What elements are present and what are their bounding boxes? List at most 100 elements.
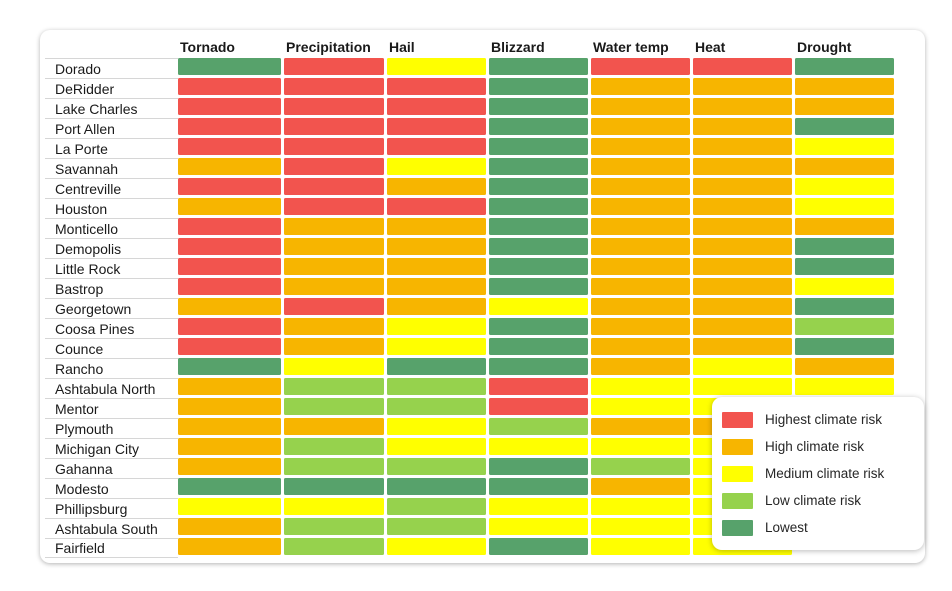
legend-label-lowest: Lowest bbox=[765, 520, 808, 535]
heatmap-cell-savannah-heat bbox=[693, 158, 792, 175]
legend-item-highest: Highest climate risk bbox=[722, 411, 924, 428]
row-label-phillipsburg: Phillipsburg bbox=[45, 498, 178, 518]
heatmap-cell-monticello-tornado bbox=[178, 218, 281, 235]
heatmap-cell-port-allen-blizzard bbox=[489, 118, 588, 135]
heatmap-cell-phillipsburg-blizzard bbox=[489, 498, 588, 515]
heatmap-cell-counce-precipitation bbox=[284, 338, 384, 355]
heatmap-cell-phillipsburg-water-temp bbox=[591, 498, 690, 515]
heatmap-cell-mentor-precipitation bbox=[284, 398, 384, 415]
heatmap-cell-demopolis-tornado bbox=[178, 238, 281, 255]
row-label-fairfield: Fairfield bbox=[45, 538, 178, 558]
heatmap-cell-centreville-precipitation bbox=[284, 178, 384, 195]
heatmap-cell-la-porte-blizzard bbox=[489, 138, 588, 155]
heatmap-cell-bastrop-hail bbox=[387, 278, 486, 295]
heatmap-cell-houston-precipitation bbox=[284, 198, 384, 215]
row-label-demopolis: Demopolis bbox=[45, 238, 178, 258]
heatmap-cell-coosa-pines-heat bbox=[693, 318, 792, 335]
heatmap-cell-la-porte-hail bbox=[387, 138, 486, 155]
heatmap-cell-dorado-tornado bbox=[178, 58, 281, 75]
heatmap-cell-little-rock-precipitation bbox=[284, 258, 384, 275]
heatmap-cell-monticello-heat bbox=[693, 218, 792, 235]
legend-label-highest: Highest climate risk bbox=[765, 412, 883, 427]
heatmap-cell-fairfield-tornado bbox=[178, 538, 281, 555]
heatmap-cell-monticello-precipitation bbox=[284, 218, 384, 235]
heatmap-cell-ashtabula-north-heat bbox=[693, 378, 792, 395]
heatmap-cell-bastrop-precipitation bbox=[284, 278, 384, 295]
heatmap-cell-rancho-blizzard bbox=[489, 358, 588, 375]
column-header-hail: Hail bbox=[389, 39, 415, 55]
heatmap-cell-port-allen-tornado bbox=[178, 118, 281, 135]
legend-item-low: Low climate risk bbox=[722, 492, 924, 509]
heatmap-cell-counce-water-temp bbox=[591, 338, 690, 355]
heatmap-cell-counce-tornado bbox=[178, 338, 281, 355]
heatmap-cell-coosa-pines-blizzard bbox=[489, 318, 588, 335]
heatmap-cell-little-rock-hail bbox=[387, 258, 486, 275]
heatmap-cell-gahanna-blizzard bbox=[489, 458, 588, 475]
heatmap-cell-counce-drought bbox=[795, 338, 894, 355]
heatmap-cell-savannah-drought bbox=[795, 158, 894, 175]
row-label-houston: Houston bbox=[45, 198, 178, 218]
heatmap-cell-bastrop-tornado bbox=[178, 278, 281, 295]
heatmap-cell-coosa-pines-water-temp bbox=[591, 318, 690, 335]
heatmap-cell-fairfield-hail bbox=[387, 538, 486, 555]
heatmap-cell-modesto-tornado bbox=[178, 478, 281, 495]
heatmap-cell-gahanna-water-temp bbox=[591, 458, 690, 475]
heatmap-cell-mentor-hail bbox=[387, 398, 486, 415]
heatmap-cell-dorado-blizzard bbox=[489, 58, 588, 75]
heatmap-cell-bastrop-water-temp bbox=[591, 278, 690, 295]
heatmap-cell-deridder-drought bbox=[795, 78, 894, 95]
heatmap-cell-savannah-water-temp bbox=[591, 158, 690, 175]
row-label-savannah: Savannah bbox=[45, 158, 178, 178]
heatmap-cell-rancho-hail bbox=[387, 358, 486, 375]
row-label-gahanna: Gahanna bbox=[45, 458, 178, 478]
heatmap-cell-lake-charles-heat bbox=[693, 98, 792, 115]
heatmap-cell-deridder-hail bbox=[387, 78, 486, 95]
heatmap-cell-phillipsburg-tornado bbox=[178, 498, 281, 515]
heatmap-cell-ashtabula-north-drought bbox=[795, 378, 894, 395]
heatmap-cell-coosa-pines-drought bbox=[795, 318, 894, 335]
column-header-blizzard: Blizzard bbox=[491, 39, 545, 55]
heatmap-cell-little-rock-blizzard bbox=[489, 258, 588, 275]
legend-item-medium: Medium climate risk bbox=[722, 465, 924, 482]
heatmap-cell-dorado-drought bbox=[795, 58, 894, 75]
legend-swatch-low bbox=[722, 492, 753, 509]
heatmap-cell-rancho-drought bbox=[795, 358, 894, 375]
heatmap-cell-houston-drought bbox=[795, 198, 894, 215]
heatmap-cell-port-allen-hail bbox=[387, 118, 486, 135]
heatmap-cell-demopolis-heat bbox=[693, 238, 792, 255]
heatmap-cell-phillipsburg-precipitation bbox=[284, 498, 384, 515]
heatmap-cell-dorado-water-temp bbox=[591, 58, 690, 75]
heatmap-cell-phillipsburg-hail bbox=[387, 498, 486, 515]
heatmap-cell-gahanna-hail bbox=[387, 458, 486, 475]
heatmap-cell-michigan-city-tornado bbox=[178, 438, 281, 455]
legend: Highest climate risk High climate risk Med… bbox=[712, 397, 924, 550]
heatmap-cell-ashtabula-south-precipitation bbox=[284, 518, 384, 535]
row-label-ashtabula-south: Ashtabula South bbox=[45, 518, 178, 538]
heatmap-cell-fairfield-water-temp bbox=[591, 538, 690, 555]
heatmap-cell-ashtabula-north-water-temp bbox=[591, 378, 690, 395]
row-label-little-rock: Little Rock bbox=[45, 258, 178, 278]
row-label-georgetown: Georgetown bbox=[45, 298, 178, 318]
heatmap-cell-georgetown-drought bbox=[795, 298, 894, 315]
heatmap-cell-demopolis-hail bbox=[387, 238, 486, 255]
heatmap-cell-deridder-tornado bbox=[178, 78, 281, 95]
heatmap-cell-rancho-tornado bbox=[178, 358, 281, 375]
row-label-bastrop: Bastrop bbox=[45, 278, 178, 298]
heatmap-cell-modesto-hail bbox=[387, 478, 486, 495]
heatmap-cell-georgetown-precipitation bbox=[284, 298, 384, 315]
heatmap-cell-ashtabula-north-precipitation bbox=[284, 378, 384, 395]
heatmap-cell-plymouth-tornado bbox=[178, 418, 281, 435]
heatmap-cell-georgetown-tornado bbox=[178, 298, 281, 315]
heatmap-cell-savannah-tornado bbox=[178, 158, 281, 175]
heatmap-cell-centreville-water-temp bbox=[591, 178, 690, 195]
heatmap-cell-deridder-precipitation bbox=[284, 78, 384, 95]
column-header-tornado: Tornado bbox=[180, 39, 235, 55]
heatmap-cell-houston-hail bbox=[387, 198, 486, 215]
row-label-deridder: DeRidder bbox=[45, 78, 178, 98]
column-header-heat: Heat bbox=[695, 39, 726, 55]
heatmap-cell-demopolis-precipitation bbox=[284, 238, 384, 255]
heatmap-cell-fairfield-precipitation bbox=[284, 538, 384, 555]
row-label-la-porte: La Porte bbox=[45, 138, 178, 158]
heatmap-cell-savannah-blizzard bbox=[489, 158, 588, 175]
heatmap-cell-ashtabula-south-water-temp bbox=[591, 518, 690, 535]
